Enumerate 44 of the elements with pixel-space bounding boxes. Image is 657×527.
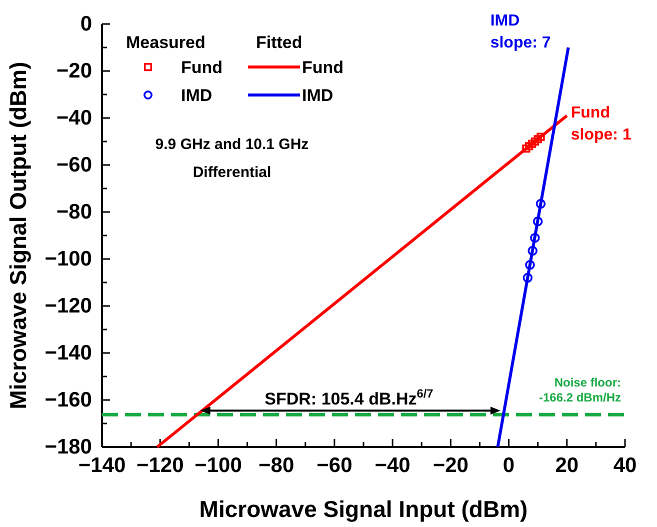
annotation: IMD slope: 7 <box>490 12 551 52</box>
y-tick-label: −40 <box>56 106 92 130</box>
y-tick-label: −60 <box>56 154 92 177</box>
ref-line-label: Noise floor: -166.2 dBm/Hz <box>538 376 621 405</box>
y-tick-label: −120 <box>44 294 92 318</box>
y-tick-label: −160 <box>44 388 92 412</box>
point <box>530 232 540 243</box>
point <box>536 132 545 141</box>
point <box>528 140 536 148</box>
point <box>522 144 530 153</box>
legend-label: Fund <box>181 58 223 77</box>
y-tick-label: −140 <box>44 342 92 365</box>
x-tick-label: −60 <box>316 454 352 477</box>
point <box>525 260 535 270</box>
annotation: Differential <box>192 164 272 181</box>
x-tick-label: −100 <box>194 454 242 477</box>
point <box>528 246 538 256</box>
point <box>522 272 533 283</box>
x-tick-label: 20 <box>555 454 579 477</box>
x-tick-label: −120 <box>136 454 184 477</box>
x-tick-label: 0 <box>502 454 515 477</box>
x-tick-label: −20 <box>432 454 468 477</box>
annotation: 9.9 GHz and 10.1 GHz <box>155 136 309 153</box>
x-axis-title: Microwave Signal Input (dBm) <box>199 496 528 522</box>
legend-label: IMD <box>302 86 334 105</box>
annotation: SFDR: 105.4 dB.Hz$^{6/7}$ <box>264 386 434 409</box>
point <box>532 216 543 226</box>
point <box>534 135 542 144</box>
point <box>530 137 539 146</box>
y-tick-label: −20 <box>56 60 92 83</box>
point <box>525 142 534 150</box>
annotation: Measured <box>126 33 206 52</box>
legend-label: Fund <box>302 58 344 77</box>
y-tick-label: −100 <box>44 248 92 271</box>
x-tick-label: −40 <box>374 454 410 477</box>
x-tick-label: −80 <box>258 454 294 477</box>
y-tick-label: 0 <box>80 12 92 36</box>
annotation: Fitted <box>256 33 302 52</box>
y-axis-title: Microwave Signal Output (dBm) <box>5 62 31 410</box>
legend-label: IMD <box>181 86 212 105</box>
y-tick-label: −80 <box>56 200 92 224</box>
x-tick-label: 40 <box>613 454 637 477</box>
annotation: Fund slope: 1 <box>570 104 632 144</box>
point <box>536 198 546 209</box>
